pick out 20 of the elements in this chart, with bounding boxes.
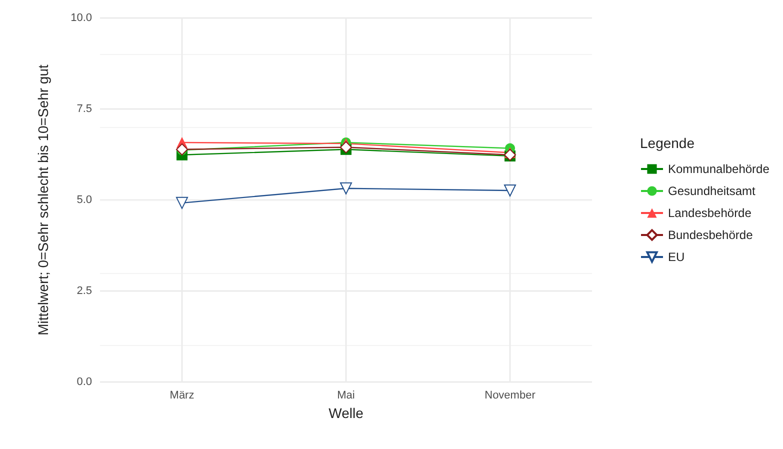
x-tick-label: November [484,390,536,402]
x-axis-title: Welle [328,405,364,421]
legend-label: Landesbehörde [668,206,752,220]
x-tick-label: März [170,390,194,402]
legend-title: Legende [640,135,695,151]
point [176,196,188,209]
y-tick-label: 2.5 [76,285,92,297]
point [504,184,516,197]
y-tick-label: 0.0 [76,376,92,388]
legend-label: EU [668,250,685,264]
legend-label: Bundesbehörde [668,228,754,242]
x-tick-label: Mai [337,390,355,402]
point [340,141,352,154]
legend-label: Gesundheitsamt [668,184,756,198]
point [340,182,352,194]
y-tick-label: 5.0 [76,194,92,206]
y-axis-title: Mittelwert; 0=Sehr schlecht bis 10=Sehr gut [35,64,51,336]
y-tick-label: 10.0 [70,12,92,24]
legend-label: Kommunalbehörde [668,162,770,176]
y-tick-label: 7.5 [76,103,92,115]
